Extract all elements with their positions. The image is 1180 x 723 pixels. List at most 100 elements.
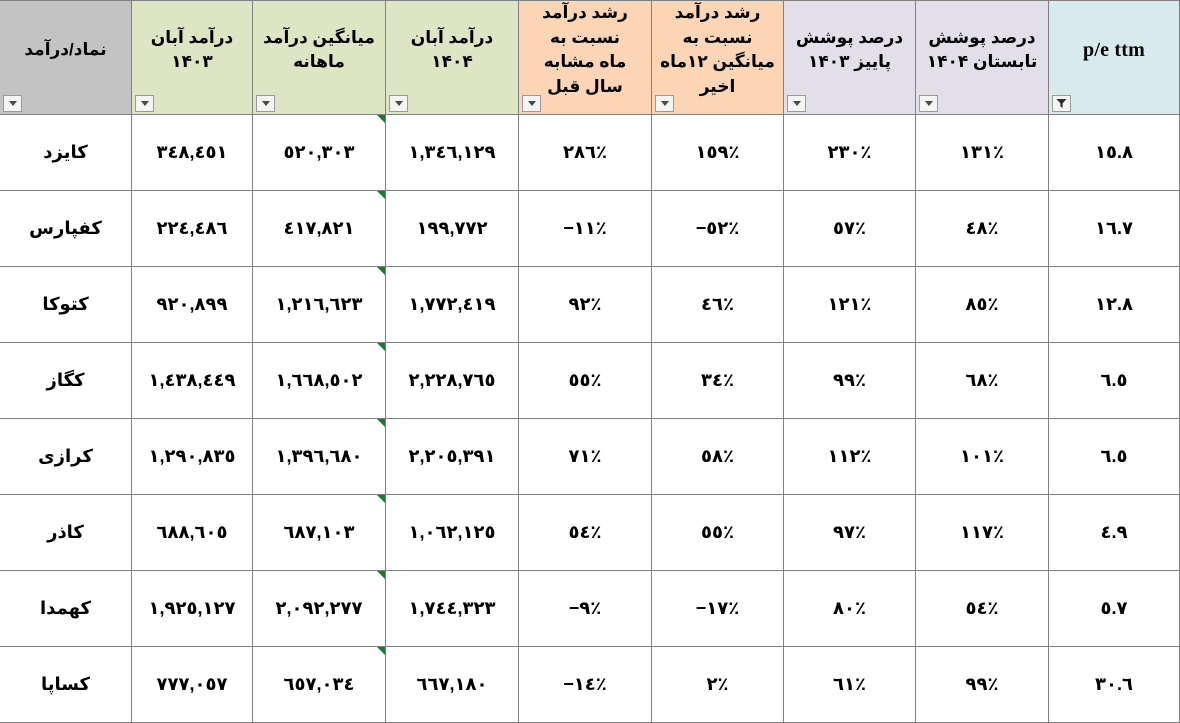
cell-revenue-aban-1404[interactable]: ۱,۷٤٤,۳۲۳ (385, 569, 519, 647)
column-header-label: درصد پوشش پاییز ۱۴۰۳ (795, 27, 904, 72)
cell-pe-ttm[interactable]: ٥.۷ (1048, 569, 1180, 647)
cell-revenue-aban-1404[interactable]: ٦٦۷,۱۸۰ (385, 645, 519, 723)
cell-avg-monthly-revenue[interactable]: ۲,۰۹۲,۲۷۷ (252, 569, 386, 647)
column-header-growth-vs-12m-avg[interactable]: رشد درآمد نسبت به میانگین ۱۲ماه اخیر (651, 0, 784, 115)
cell-revenue-aban-1403[interactable]: ۲۲٤,٤۸٦ (131, 189, 253, 267)
column-header-revenue-aban-1403[interactable]: درآمد آبان ۱۴۰۳ (131, 0, 253, 115)
cell-revenue-aban-1403[interactable]: ۱,٤۳۸,٤٤۹ (131, 341, 253, 419)
cell-revenue-aban-1404[interactable]: ۱۹۹,۷۷۲ (385, 189, 519, 267)
cell-symbol[interactable]: کهمدا (0, 569, 132, 647)
cell-growth-vs-12m-avg[interactable]: −٥۲٪ (651, 189, 784, 267)
column-header-symbol[interactable]: نماد/درآمد (0, 0, 132, 115)
cell-revenue-aban-1403[interactable]: ۹۲۰,۸۹۹ (131, 265, 253, 343)
cell-avg-monthly-revenue[interactable]: ۱,۲۱٦,٦۲۳ (252, 265, 386, 343)
cell-coverage-summer-1404[interactable]: ۹۹٪ (915, 645, 1049, 723)
cell-coverage-autumn-1403[interactable]: ۱۲۱٪ (783, 265, 916, 343)
cell-symbol[interactable]: کفپارس (0, 189, 132, 267)
cell-revenue-aban-1404[interactable]: ۱,۷۷۲,٤۱۹ (385, 265, 519, 343)
cell-growth-vs-last-year[interactable]: ٥٤٪ (518, 493, 652, 571)
chevron-down-icon[interactable] (135, 94, 154, 112)
cell-growth-vs-last-year[interactable]: −۱٤٪ (518, 645, 652, 723)
table-row[interactable]: ۱٦.۷ ٤۸٪ ٥۷٪ −٥۲٪ −۱۱٪ ۱۹۹,۷۷۲ ٤۱۷,۸۲۱ ۲… (0, 189, 1180, 267)
cell-growth-vs-last-year[interactable]: −۱۱٪ (518, 189, 652, 267)
cell-revenue-aban-1403[interactable]: ۷۷۷,۰٥۷ (131, 645, 253, 723)
cell-pe-ttm[interactable]: ٦.٥ (1048, 417, 1180, 495)
chevron-down-icon[interactable] (655, 94, 674, 112)
cell-avg-monthly-revenue[interactable]: ۱,۳۹٦,٦۸۰ (252, 417, 386, 495)
cell-avg-monthly-revenue[interactable]: ٦٥۷,۰۳٤ (252, 645, 386, 723)
cell-symbol[interactable]: کتوکا (0, 265, 132, 343)
cell-coverage-summer-1404[interactable]: ٦۸٪ (915, 341, 1049, 419)
cell-avg-monthly-revenue[interactable]: ٤۱۷,۸۲۱ (252, 189, 386, 267)
cell-growth-vs-last-year[interactable]: ۷۱٪ (518, 417, 652, 495)
cell-coverage-summer-1404[interactable]: ٥٤٪ (915, 569, 1049, 647)
cell-revenue-aban-1404[interactable]: ۱,۰٦۲,۱۲٥ (385, 493, 519, 571)
table-row[interactable]: ۳۰.٦ ۹۹٪ ٦۱٪ ۲٪ −۱٤٪ ٦٦۷,۱۸۰ ٦٥۷,۰۳٤ ۷۷۷… (0, 645, 1180, 723)
table-row[interactable]: ٥.۷ ٥٤٪ ۸۰٪ −۱۷٪ −۹٪ ۱,۷٤٤,۳۲۳ ۲,۰۹۲,۲۷۷… (0, 569, 1180, 647)
chevron-down-icon[interactable] (522, 94, 541, 112)
cell-growth-vs-12m-avg[interactable]: −۱۷٪ (651, 569, 784, 647)
cell-pe-ttm[interactable]: ۳۰.٦ (1048, 645, 1180, 723)
cell-coverage-autumn-1403[interactable]: ۹۹٪ (783, 341, 916, 419)
column-header-coverage-autumn-1403[interactable]: درصد پوشش پاییز ۱۴۰۳ (783, 0, 916, 115)
column-header-growth-vs-last-year[interactable]: رشد درآمد نسبت به ماه مشابه سال قبل (518, 0, 652, 115)
chevron-down-icon[interactable] (787, 94, 806, 112)
cell-growth-vs-last-year[interactable]: ٥٥٪ (518, 341, 652, 419)
cell-growth-vs-12m-avg[interactable]: ۲٪ (651, 645, 784, 723)
cell-revenue-aban-1403[interactable]: ۳٤۸,٤٥۱ (131, 113, 253, 191)
cell-coverage-summer-1404[interactable]: ۱۱۷٪ (915, 493, 1049, 571)
column-header-coverage-summer-1404[interactable]: درصد پوشش تابستان ۱۴۰۴ (915, 0, 1049, 115)
cell-avg-monthly-revenue[interactable]: ٦۸۷,۱۰۳ (252, 493, 386, 571)
cell-symbol[interactable]: کگاز (0, 341, 132, 419)
cell-growth-vs-last-year[interactable]: −۹٪ (518, 569, 652, 647)
cell-growth-vs-last-year[interactable]: ۹۲٪ (518, 265, 652, 343)
cell-coverage-autumn-1403[interactable]: ۹۷٪ (783, 493, 916, 571)
cell-coverage-summer-1404[interactable]: ۱۰۱٪ (915, 417, 1049, 495)
cell-revenue-aban-1404[interactable]: ۱,۳٤٦,۱۲۹ (385, 113, 519, 191)
cell-coverage-autumn-1403[interactable]: ۸۰٪ (783, 569, 916, 647)
cell-pe-ttm[interactable]: ۱٥.۸ (1048, 113, 1180, 191)
cell-coverage-summer-1404[interactable]: ۱۳۱٪ (915, 113, 1049, 191)
cell-growth-vs-12m-avg[interactable]: ٤٦٪ (651, 265, 784, 343)
cell-growth-vs-12m-avg[interactable]: ۳٤٪ (651, 341, 784, 419)
cell-growth-vs-12m-avg[interactable]: ٥۸٪ (651, 417, 784, 495)
cell-symbol[interactable]: کساپا (0, 645, 132, 723)
cell-avg-monthly-revenue[interactable]: ٥۲۰,۳۰۳ (252, 113, 386, 191)
cell-coverage-summer-1404[interactable]: ٤۸٪ (915, 189, 1049, 267)
cell-coverage-autumn-1403[interactable]: ۲۳۰٪ (783, 113, 916, 191)
cell-revenue-aban-1404[interactable]: ۲,۲۰٥,۳۹۱ (385, 417, 519, 495)
cell-coverage-autumn-1403[interactable]: ۱۱۲٪ (783, 417, 916, 495)
table-row[interactable]: ٦.٥ ۱۰۱٪ ۱۱۲٪ ٥۸٪ ۷۱٪ ۲,۲۰٥,۳۹۱ ۱,۳۹٦,٦۸… (0, 417, 1180, 495)
table-row[interactable]: ٤.۹ ۱۱۷٪ ۹۷٪ ٥٥٪ ٥٤٪ ۱,۰٦۲,۱۲٥ ٦۸۷,۱۰۳ ٦… (0, 493, 1180, 571)
chevron-down-icon[interactable] (3, 94, 22, 112)
chevron-down-icon[interactable] (389, 94, 408, 112)
cell-avg-monthly-revenue[interactable]: ۱,٦٦۸,٥۰۲ (252, 341, 386, 419)
cell-revenue-aban-1403[interactable]: ۱,۲۹۰,۸۳٥ (131, 417, 253, 495)
cell-coverage-autumn-1403[interactable]: ٥۷٪ (783, 189, 916, 267)
cell-growth-vs-last-year[interactable]: ۲۸٦٪ (518, 113, 652, 191)
column-header-label: p/e ttm (1083, 38, 1145, 61)
table-row[interactable]: ٦.٥ ٦۸٪ ۹۹٪ ۳٤٪ ٥٥٪ ۲,۲۲۸,۷٦٥ ۱,٦٦۸,٥۰۲ … (0, 341, 1180, 419)
cell-pe-ttm[interactable]: ۱٦.۷ (1048, 189, 1180, 267)
cell-coverage-summer-1404[interactable]: ۸٥٪ (915, 265, 1049, 343)
chevron-down-icon[interactable] (919, 94, 938, 112)
cell-pe-ttm[interactable]: ٦.٥ (1048, 341, 1180, 419)
cell-coverage-autumn-1403[interactable]: ٦۱٪ (783, 645, 916, 723)
cell-pe-ttm[interactable]: ۱۲.۸ (1048, 265, 1180, 343)
cell-revenue-aban-1404[interactable]: ۲,۲۲۸,۷٦٥ (385, 341, 519, 419)
table-row[interactable]: ۱۲.۸ ۸٥٪ ۱۲۱٪ ٤٦٪ ۹۲٪ ۱,۷۷۲,٤۱۹ ۱,۲۱٦,٦۲… (0, 265, 1180, 343)
cell-symbol[interactable]: کاذر (0, 493, 132, 571)
cell-revenue-aban-1403[interactable]: ٦۸۸,٦۰٥ (131, 493, 253, 571)
cell-growth-vs-12m-avg[interactable]: ۱٥۹٪ (651, 113, 784, 191)
cell-growth-vs-12m-avg[interactable]: ٥٥٪ (651, 493, 784, 571)
column-header-revenue-aban-1404[interactable]: درآمد آبان ۱۴۰۴ (385, 0, 519, 115)
cell-pe-ttm[interactable]: ٤.۹ (1048, 493, 1180, 571)
cell-symbol[interactable]: کرازی (0, 417, 132, 495)
cell-revenue-aban-1403[interactable]: ۱,۹۲٥,۱۲۷ (131, 569, 253, 647)
chevron-down-icon[interactable] (256, 94, 275, 112)
funnel-filter-icon[interactable] (1052, 94, 1071, 112)
column-header-avg-monthly-revenue[interactable]: میانگین درآمد ماهانه (252, 0, 386, 115)
cell-symbol[interactable]: کایزد (0, 113, 132, 191)
table-row[interactable]: ۱٥.۸ ۱۳۱٪ ۲۳۰٪ ۱٥۹٪ ۲۸٦٪ ۱,۳٤٦,۱۲۹ ٥۲۰,۳… (0, 113, 1180, 191)
column-header-pe-ttm[interactable]: p/e ttm (1048, 0, 1180, 115)
